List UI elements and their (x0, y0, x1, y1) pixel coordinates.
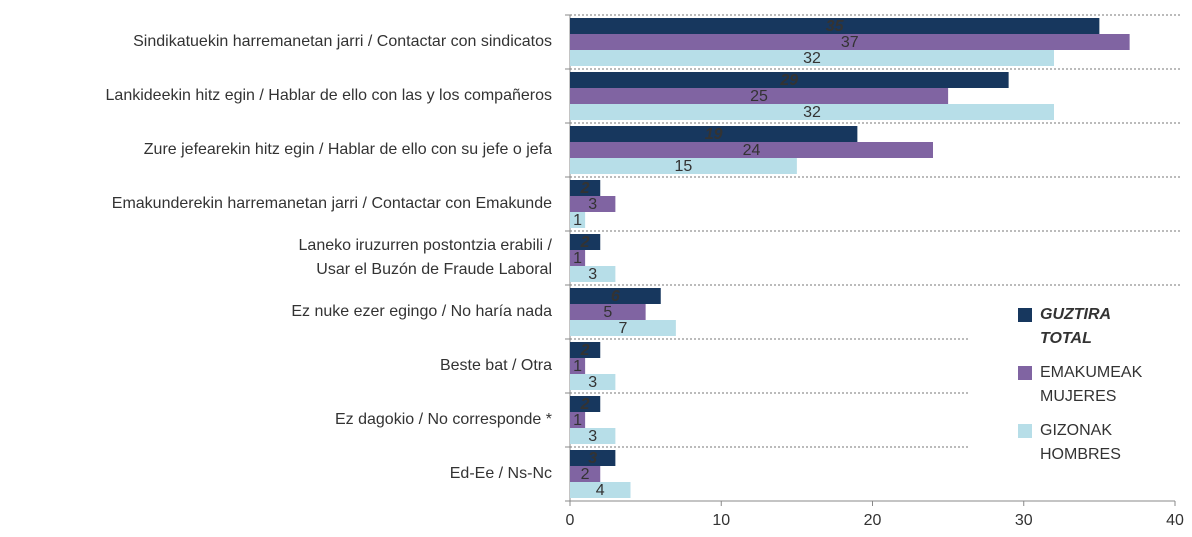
bar (570, 196, 616, 212)
value-label: 3 (588, 428, 597, 445)
category-label: Laneko iruzurren postontzia erabili / Usa… (299, 237, 553, 278)
category-label: Ed-Ee / Ns-Nc (450, 465, 552, 482)
bar (570, 18, 1100, 34)
bar (570, 396, 601, 412)
bar (570, 304, 646, 320)
value-label: 1 (573, 212, 582, 229)
value-label: 2 (581, 466, 590, 483)
bar (570, 142, 933, 158)
legend-label: GIZONAK (1040, 422, 1112, 439)
value-label: 7 (618, 320, 627, 337)
category-line: Beste bat / Otra (440, 357, 552, 374)
legend-swatch (1018, 308, 1032, 322)
legend-label: EMAKUMEAK (1040, 364, 1143, 381)
category-line: Sindikatuekin harremanetan jarri / Conta… (133, 33, 552, 50)
legend-swatch (1018, 366, 1032, 380)
legend-swatch (1018, 424, 1032, 438)
value-label: 1 (573, 412, 582, 429)
value-label: 3 (588, 374, 597, 391)
bar (570, 104, 1054, 120)
bar (570, 250, 586, 266)
x-tick-label: 40 (1166, 512, 1184, 529)
value-label: 4 (596, 482, 605, 499)
bar (570, 158, 797, 174)
category-line: Lankideekin hitz egin / Hablar de ello c… (106, 87, 552, 104)
value-label: 3 (588, 450, 597, 467)
bar (570, 34, 1130, 50)
value-label: 2 (580, 342, 590, 359)
bar (570, 234, 601, 250)
x-tick-label: 20 (864, 512, 882, 529)
value-label: 3 (588, 196, 597, 213)
category-line: Ed-Ee / Ns-Nc (450, 465, 552, 482)
bar (570, 180, 601, 196)
bar (570, 72, 1009, 88)
value-label: 32 (803, 104, 821, 121)
category-label: Zure jefearekin hitz egin / Hablar de el… (144, 141, 552, 158)
value-label: 15 (675, 158, 693, 175)
legend-label: TOTAL (1040, 330, 1092, 347)
value-label: 29 (779, 72, 798, 89)
value-label: 2 (580, 396, 590, 413)
value-label: 35 (826, 18, 845, 35)
category-label: Ez dagokio / No corresponde * (335, 411, 552, 428)
category-label: Beste bat / Otra (440, 357, 552, 374)
category-line: Laneko iruzurren postontzia erabili / (299, 237, 553, 254)
category-label: Ez nuke ezer egingo / No haría nada (291, 303, 552, 320)
bar (570, 466, 601, 482)
bar (570, 288, 661, 304)
category-label: Sindikatuekin harremanetan jarri / Conta… (133, 33, 552, 50)
category-line: Zure jefearekin hitz egin / Hablar de el… (144, 141, 552, 158)
value-label: 3 (588, 266, 597, 283)
value-label: 5 (603, 304, 612, 321)
bar (570, 374, 616, 390)
bar (570, 266, 616, 282)
bar (570, 212, 586, 228)
value-label: 37 (841, 34, 859, 51)
bar (570, 342, 601, 358)
bar (570, 88, 949, 104)
value-label: 2 (580, 234, 590, 251)
x-tick-label: 30 (1015, 512, 1033, 529)
category-line: Usar el Buzón de Fraude Laboral (316, 261, 552, 278)
value-label: 2 (580, 180, 590, 197)
bar (570, 126, 858, 142)
bar (570, 450, 616, 466)
bar (570, 428, 616, 444)
category-label: Emakunderekin harremanetan jarri / Conta… (112, 195, 552, 212)
legend-label: GUZTIRA (1040, 306, 1111, 323)
value-label: 24 (743, 142, 761, 159)
legend-label: MUJERES (1040, 388, 1116, 405)
legend-label: HOMBRES (1040, 446, 1121, 463)
bar (570, 412, 586, 428)
value-label: 19 (705, 126, 723, 143)
value-label: 1 (573, 250, 582, 267)
category-line: Ez dagokio / No corresponde * (335, 411, 552, 428)
x-tick-label: 0 (566, 512, 575, 529)
bar (570, 358, 586, 374)
bar (570, 482, 631, 498)
value-label: 32 (803, 50, 821, 67)
category-line: Emakunderekin harremanetan jarri / Conta… (112, 195, 552, 212)
bar (570, 320, 676, 336)
value-label: 6 (611, 288, 620, 305)
category-label: Lankideekin hitz egin / Hablar de ello c… (106, 87, 552, 104)
category-line: Ez nuke ezer egingo / No haría nada (291, 303, 552, 320)
value-label: 25 (750, 88, 768, 105)
x-tick-label: 10 (712, 512, 730, 529)
bar (570, 50, 1054, 66)
value-label: 1 (573, 358, 582, 375)
